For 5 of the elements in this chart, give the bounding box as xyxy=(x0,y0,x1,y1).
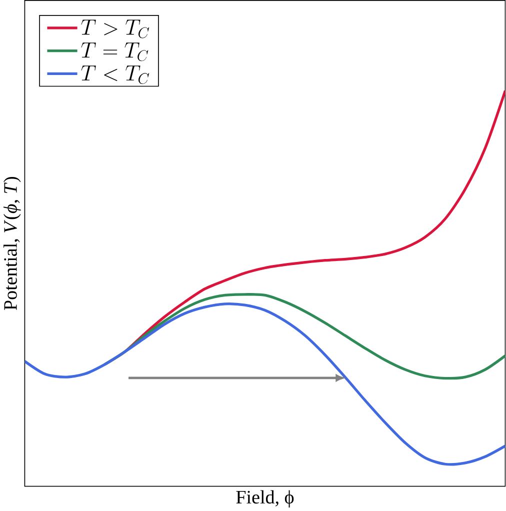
y-axis-title: Potential, V(ϕ, T) xyxy=(4,177,21,310)
legend-label: $T = T_C$ xyxy=(81,42,148,62)
legend-label: $T < T_C$ xyxy=(81,66,150,84)
legend-label: $T > T_C$ xyxy=(81,20,150,38)
x-axis-title: Field, ϕ xyxy=(236,490,294,508)
